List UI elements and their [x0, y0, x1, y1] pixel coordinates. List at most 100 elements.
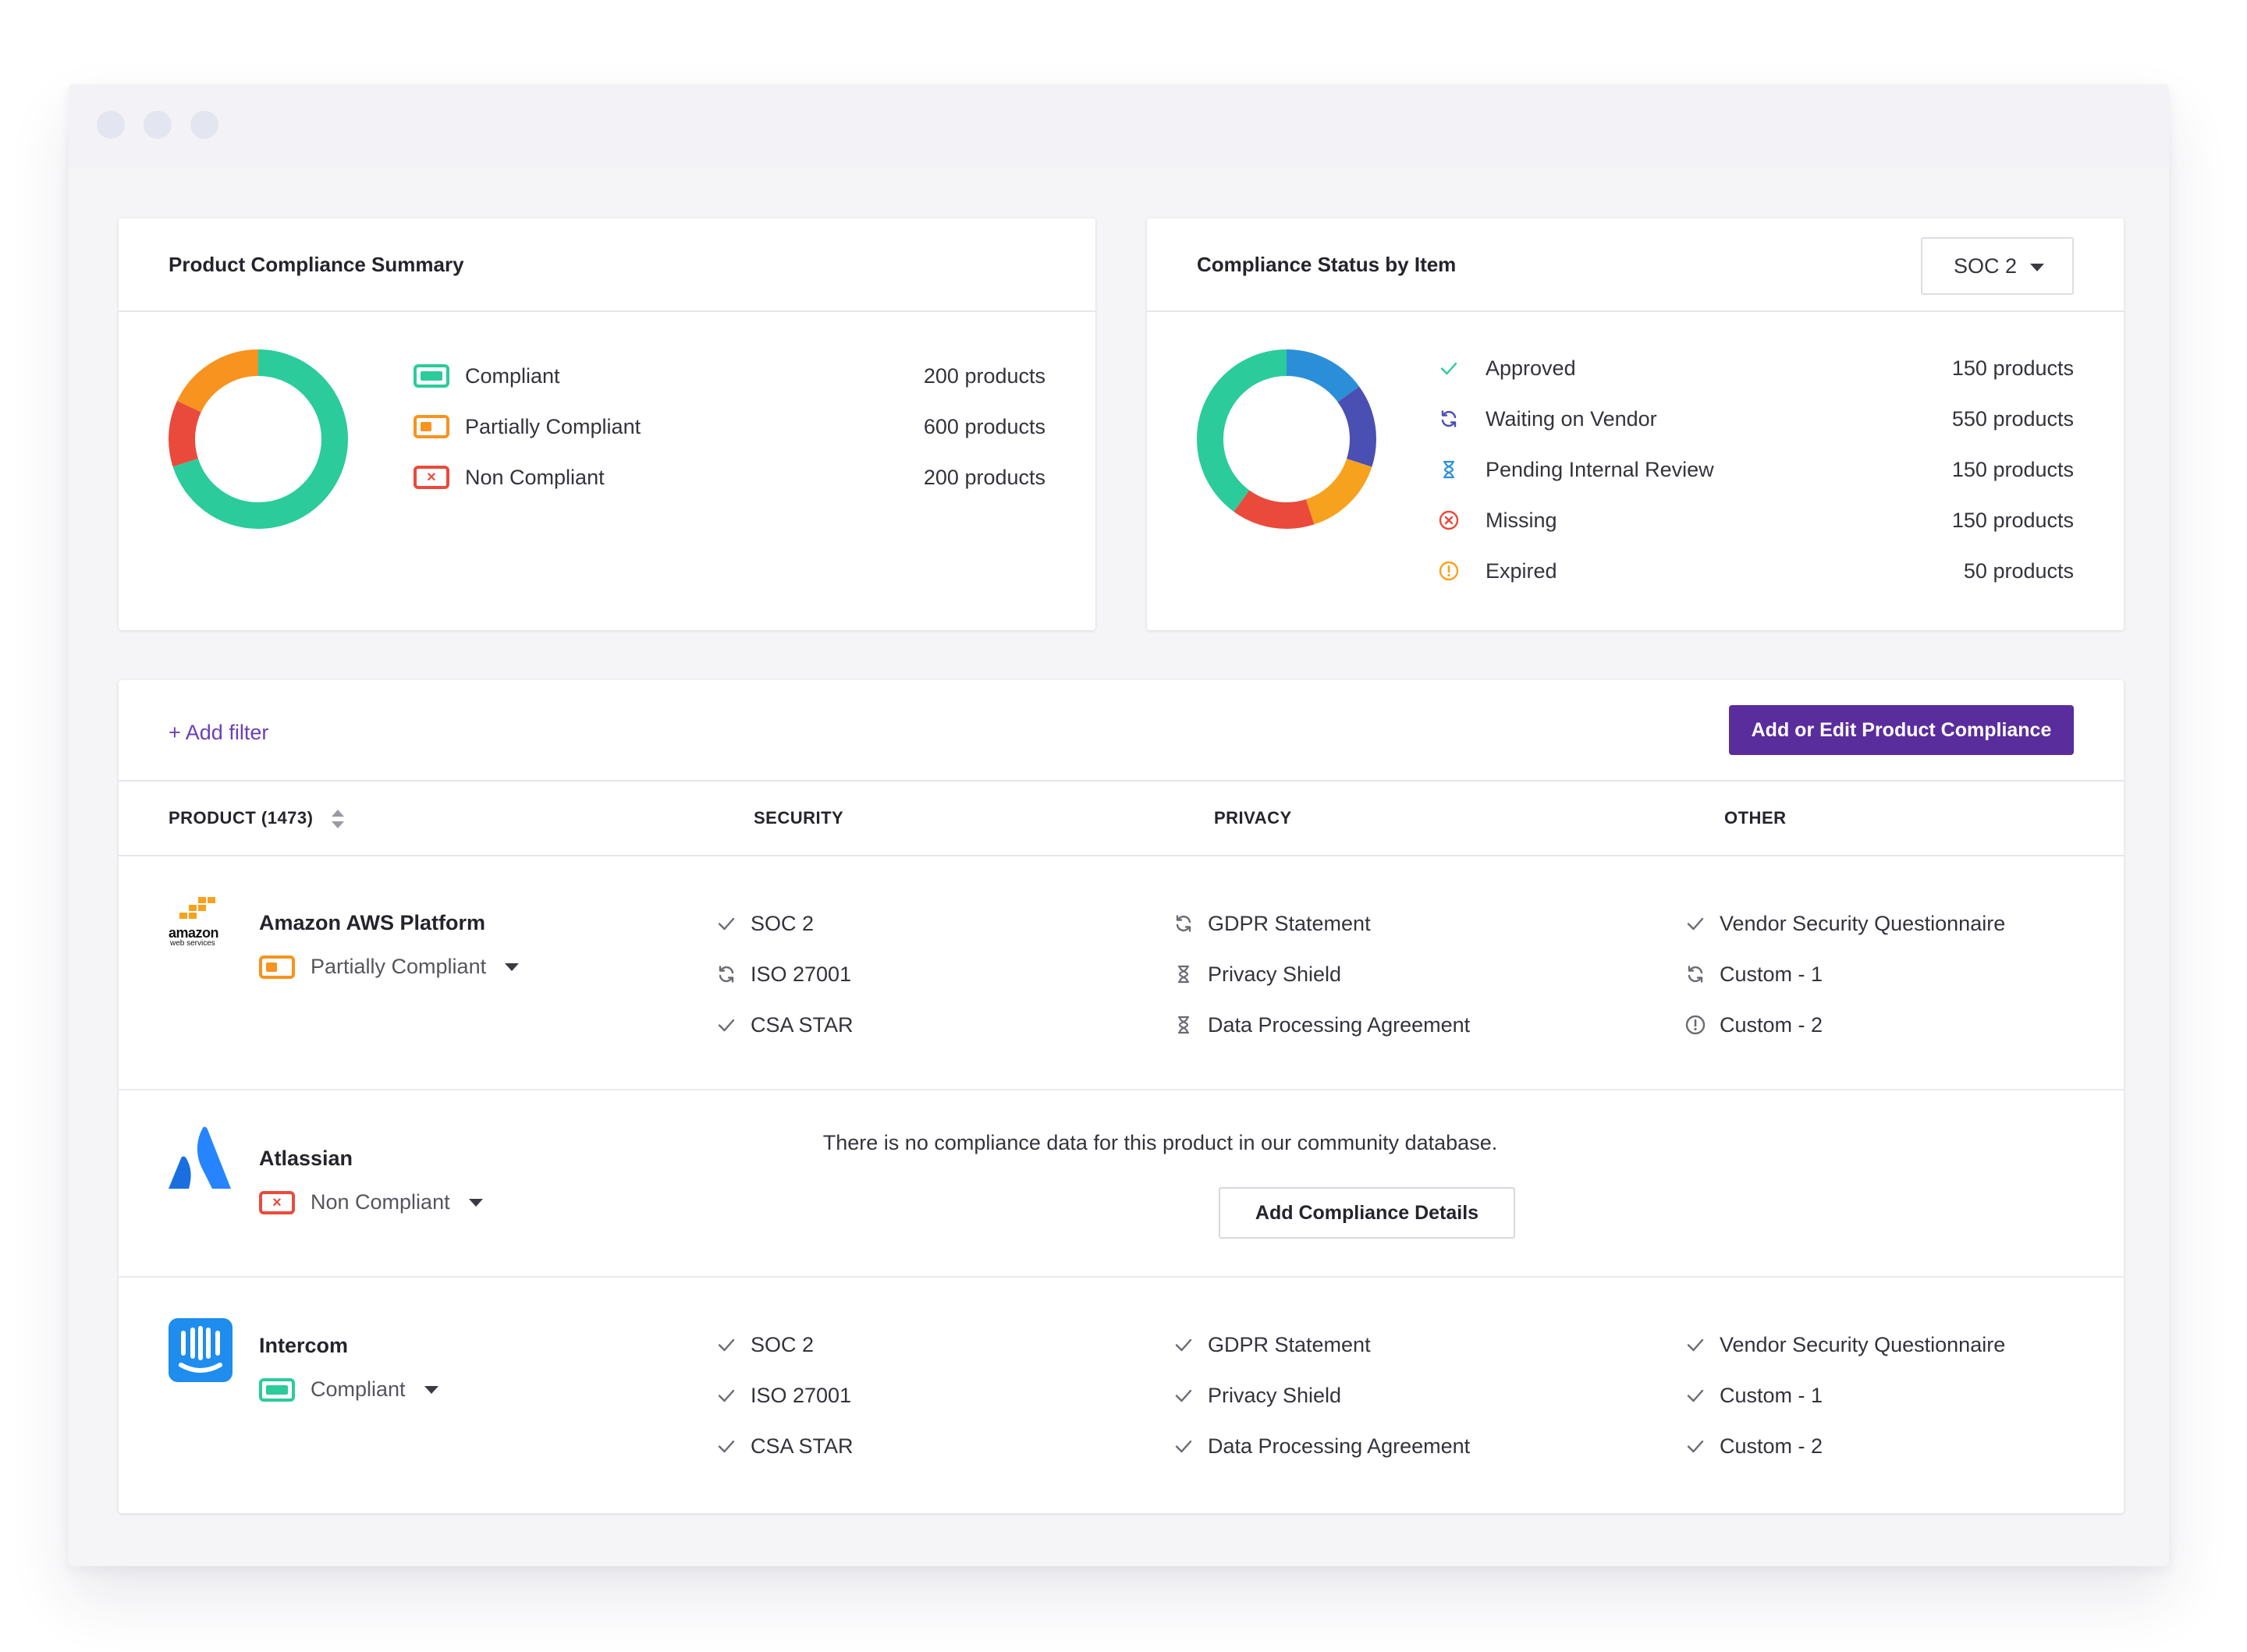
product-name[interactable]: Amazon AWS Platform [259, 911, 486, 934]
other-item[interactable]: Custom - 1 [1684, 959, 1823, 990]
legend-label: Partially Compliant [465, 414, 641, 438]
sort-icon[interactable] [329, 808, 346, 830]
check-icon [715, 912, 738, 935]
privacy-item[interactable]: Privacy Shield [1172, 959, 1341, 990]
select-value: SOC 2 [1954, 253, 2018, 278]
add-compliance-details-button[interactable]: Add Compliance Details [1219, 1187, 1515, 1239]
privacy-item[interactable]: GDPR Statement [1172, 1329, 1371, 1360]
hourglass-icon [1172, 962, 1195, 986]
card-title: Compliance Status by Item [1197, 253, 1457, 276]
status-item-label: Pending Internal Review [1486, 458, 1714, 481]
item-label: CSA STAR [751, 1012, 854, 1037]
check-icon [715, 1434, 738, 1458]
legend-partially-compliant: Partially Compliant [414, 411, 641, 442]
check-icon [715, 1384, 738, 1407]
legend-compliant: Compliant [414, 360, 560, 392]
product-compliance-summary-card: Product Compliance Summary Compliant 200… [119, 218, 1095, 630]
item-label: Vendor Security Questionnaire [1720, 911, 2006, 935]
window-minimize-dot[interactable] [144, 111, 172, 139]
item-label: Privacy Shield [1208, 962, 1342, 986]
intercom-logo [169, 1318, 233, 1382]
refresh-icon [715, 962, 738, 986]
privacy-item[interactable]: GDPR Statement [1172, 908, 1371, 939]
partially-compliant-status-icon [259, 955, 295, 979]
legend-label: Compliant [465, 363, 560, 388]
item-label: Custom - 2 [1720, 1434, 1823, 1458]
item-label: GDPR Statement [1208, 1332, 1371, 1356]
check-icon [1172, 1333, 1195, 1356]
item-label: Custom - 1 [1720, 962, 1823, 986]
framework-select[interactable]: SOC 2 [1921, 237, 2074, 295]
item-label: CSA STAR [751, 1434, 854, 1458]
add-edit-compliance-button[interactable]: Add or Edit Product Compliance [1729, 705, 2074, 755]
check-icon [1684, 1384, 1707, 1407]
window-close-dot[interactable] [97, 111, 125, 139]
table-row[interactable]: amazon web services Amazon AWS Platform … [119, 856, 2124, 1090]
compliant-status-icon [259, 1377, 295, 1402]
security-item[interactable]: SOC 2 [715, 1329, 814, 1360]
legend-count: 200 products [923, 466, 1045, 489]
status-donut-slice [1197, 349, 1376, 529]
other-item[interactable]: Custom - 2 [1684, 1009, 1823, 1040]
security-item[interactable]: ISO 27001 [715, 959, 851, 990]
card-header: Product Compliance Summary [119, 218, 1095, 312]
check-icon [1684, 1333, 1707, 1356]
security-item[interactable]: CSA STAR [715, 1009, 854, 1040]
add-filter-link[interactable]: + Add filter [169, 721, 269, 744]
chevron-down-icon [2030, 264, 2044, 271]
check-icon [715, 1013, 738, 1037]
product-status-dropdown[interactable]: Partially Compliant [259, 955, 520, 979]
compliance-status-by-item-card: Compliance Status by Item SOC 2 Approved… [1147, 218, 2124, 630]
product-status-dropdown[interactable]: × Non Compliant [259, 1190, 483, 1214]
compliant-status-icon [414, 364, 449, 388]
check-icon [1684, 1434, 1707, 1458]
check-icon [1172, 1434, 1195, 1458]
no-data-message: There is no compliance data for this pro… [822, 1131, 1498, 1154]
window-maximize-dot[interactable] [190, 111, 218, 139]
privacy-item[interactable]: Data Processing Agreement [1172, 1009, 1470, 1040]
check-icon [1172, 1384, 1195, 1407]
item-label: Custom - 2 [1720, 1012, 1823, 1037]
status-donut-slice [1197, 349, 1376, 529]
other-item[interactable]: Vendor Security Questionnaire [1684, 908, 2005, 939]
status-item-label: Approved [1486, 356, 1576, 380]
legend-count: 200 products [923, 364, 1045, 388]
status-item-label: Waiting on Vendor [1486, 407, 1657, 431]
partially-compliant-status-icon [414, 415, 449, 438]
product-table-card: + Add filter Add or Edit Product Complia… [119, 680, 2124, 1513]
card-header: Compliance Status by Item SOC 2 [1147, 218, 2124, 312]
status-donut-slice [1197, 349, 1376, 529]
item-label: Data Processing Agreement [1208, 1434, 1471, 1458]
security-item[interactable]: SOC 2 [715, 908, 814, 939]
amazon-aws-logo: amazon web services [169, 895, 231, 950]
card-title: Product Compliance Summary [169, 253, 464, 276]
summary-donut-slice [169, 349, 348, 529]
product-name[interactable]: Atlassian [259, 1147, 353, 1170]
product-status-dropdown[interactable]: Compliant [259, 1377, 438, 1402]
item-label: Vendor Security Questionnaire [1720, 1332, 2006, 1356]
table-row[interactable]: Intercom Compliant SOC 2 ISO 27001 CSA STA… [119, 1278, 2124, 1512]
hourglass-icon [1437, 458, 1461, 481]
privacy-item[interactable]: Privacy Shield [1172, 1380, 1341, 1411]
column-header-product[interactable]: PRODUCT (1473) [169, 808, 314, 828]
security-item[interactable]: ISO 27001 [715, 1380, 851, 1411]
status-item-count: 550 products [1951, 407, 2074, 431]
security-item[interactable]: CSA STAR [715, 1430, 854, 1462]
legend-non-compliant: × Non Compliant [414, 462, 605, 493]
privacy-item[interactable]: Data Processing Agreement [1172, 1430, 1470, 1462]
column-header-privacy: PRIVACY [1214, 808, 1292, 828]
status-item-count: 150 products [1951, 356, 2074, 380]
refresh-icon [1172, 912, 1195, 935]
alert-circle-icon [1684, 1013, 1707, 1037]
item-label: Privacy Shield [1208, 1383, 1342, 1407]
check-icon [1684, 912, 1707, 935]
other-item[interactable]: Vendor Security Questionnaire [1684, 1329, 2005, 1360]
product-name[interactable]: Intercom [259, 1334, 349, 1357]
column-header-security: SECURITY [754, 808, 844, 828]
chevron-down-icon [505, 962, 520, 971]
column-header-other: OTHER [1724, 808, 1787, 828]
table-row[interactable]: Atlassian × Non Compliant There is no co… [119, 1090, 2124, 1278]
other-item[interactable]: Custom - 2 [1684, 1430, 1823, 1462]
legend-label: Non Compliant [465, 465, 605, 489]
other-item[interactable]: Custom - 1 [1684, 1380, 1823, 1411]
